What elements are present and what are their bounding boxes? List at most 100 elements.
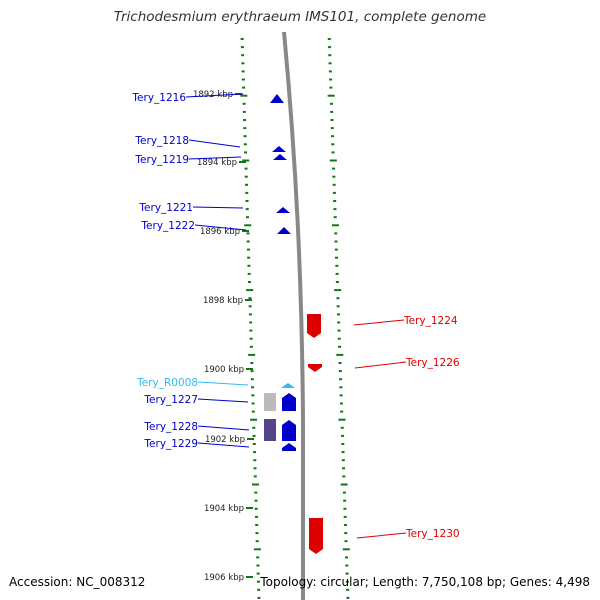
tick-mark	[330, 127, 334, 130]
tick-mark	[252, 443, 256, 445]
gene-Tery_R0008[interactable]: Tery_R0008	[136, 377, 295, 389]
left-tick-track	[240, 38, 261, 599]
tick-mark	[247, 281, 251, 283]
gene-label[interactable]: Tery_1221	[138, 202, 193, 214]
gene-block[interactable]	[264, 393, 276, 411]
gene-arrow[interactable]	[282, 420, 296, 441]
tick-mark	[342, 475, 346, 478]
gene-label[interactable]: Tery_R0008	[136, 377, 198, 389]
tick-mark	[253, 451, 257, 454]
tick-mark	[329, 86, 333, 89]
tick-mark	[245, 216, 249, 219]
tick-mark	[246, 240, 250, 243]
tick-mark	[242, 110, 246, 113]
tick-mark	[332, 167, 336, 170]
tick-mark	[328, 54, 332, 57]
right-tick-track	[327, 38, 350, 599]
major-tick	[242, 230, 249, 232]
gene-Tery_1219[interactable]: Tery_1219	[134, 154, 287, 166]
tick-mark	[327, 38, 331, 40]
gene-label[interactable]: Tery_1224	[403, 315, 458, 327]
tick-mark	[243, 143, 247, 146]
tick-mark	[335, 272, 339, 275]
gene-leader-line	[188, 139, 241, 148]
gene-leader-line	[354, 361, 407, 369]
major-tick	[246, 368, 253, 370]
tick-mark	[334, 240, 338, 243]
tick-mark	[331, 143, 335, 146]
chromosome-axis	[282, 31, 305, 600]
gene-Tery_1221[interactable]: Tery_1221	[138, 202, 290, 214]
tick-mark	[346, 588, 350, 591]
tick-mark	[250, 378, 254, 381]
gene-label[interactable]: Tery_1218	[134, 135, 189, 147]
tick-mark	[244, 175, 248, 178]
gene-arrow[interactable]	[272, 146, 286, 152]
gene-arrow[interactable]	[270, 94, 284, 103]
tick-mark	[330, 110, 334, 113]
scale-label: 1894 kbp	[197, 158, 237, 168]
gene-arrow[interactable]	[277, 227, 291, 234]
gene-label[interactable]: Tery_1219	[134, 154, 189, 166]
tick-mark	[255, 532, 259, 535]
gene-Tery_1230[interactable]: Tery_1230	[309, 518, 460, 554]
scale-label: 1900 kbp	[204, 365, 244, 375]
gene-arrow[interactable]	[273, 154, 287, 160]
tick-mark	[256, 564, 260, 567]
gene-arrow[interactable]	[309, 518, 323, 554]
tick-mark	[243, 119, 247, 121]
tick-mark	[329, 102, 333, 105]
tick-mark	[336, 297, 340, 300]
gene-Tery_1228[interactable]: Tery_1228	[143, 419, 296, 441]
tick-mark	[345, 572, 349, 575]
gene-Tery_1227[interactable]: Tery_1227	[143, 393, 296, 411]
gene-leader-line	[197, 425, 250, 431]
gene-label[interactable]: Tery_1229	[143, 438, 198, 450]
gene-Tery_1224[interactable]: Tery_1224	[307, 314, 458, 338]
tick-mark	[253, 459, 257, 462]
gene-label[interactable]: Tery_1216	[131, 92, 186, 104]
gene-leader-line	[185, 93, 244, 98]
tick-mark	[247, 264, 251, 267]
gene-Tery_1218[interactable]: Tery_1218	[134, 135, 286, 152]
gene-block[interactable]	[264, 419, 276, 441]
tick-mark	[345, 564, 349, 567]
gene-label[interactable]: Tery_1230	[405, 528, 460, 540]
tick-mark	[333, 216, 337, 219]
gene-leader-line	[192, 206, 244, 209]
gene-label[interactable]: Tery_1228	[143, 421, 198, 433]
tick-mark	[252, 426, 256, 429]
tick-mark	[337, 337, 341, 340]
gene-Tery_1226[interactable]: Tery_1226	[308, 357, 460, 372]
gene-Tery_1216[interactable]: Tery_1216	[131, 92, 284, 104]
tick-mark	[240, 94, 248, 97]
tick-mark	[248, 297, 252, 300]
tick-mark	[329, 159, 337, 162]
tick-mark	[255, 540, 259, 543]
tick-mark	[342, 491, 346, 494]
tick-mark	[253, 548, 261, 551]
tick-mark	[253, 467, 257, 470]
gene-arrow[interactable]	[281, 383, 295, 388]
gene-label[interactable]: Tery_1226	[405, 357, 460, 369]
gene-Tery_1229[interactable]: Tery_1229	[143, 438, 296, 451]
gene-Tery_1222[interactable]: Tery_1222	[140, 220, 291, 234]
gene-label[interactable]: Tery_1222	[140, 220, 195, 232]
scale-label: 1906 kbp	[204, 573, 244, 583]
gene-features[interactable]: Tery_1216 Tery_1218 Tery_1219 Tery_1221 Tery…	[131, 92, 460, 554]
gene-arrow[interactable]	[307, 314, 321, 338]
gene-arrow[interactable]	[282, 393, 296, 411]
scale-label: 1902 kbp	[205, 435, 245, 445]
gene-arrow[interactable]	[308, 364, 322, 372]
tick-mark	[245, 191, 249, 194]
gene-label[interactable]: Tery_1227	[143, 394, 198, 406]
tick-mark	[334, 232, 338, 235]
gene-arrow[interactable]	[282, 443, 296, 451]
tick-mark	[254, 491, 258, 494]
gene-arrow[interactable]	[276, 207, 290, 213]
tick-mark	[329, 78, 333, 81]
tick-mark	[254, 499, 258, 502]
tick-mark	[328, 62, 332, 65]
tick-mark	[246, 248, 250, 251]
